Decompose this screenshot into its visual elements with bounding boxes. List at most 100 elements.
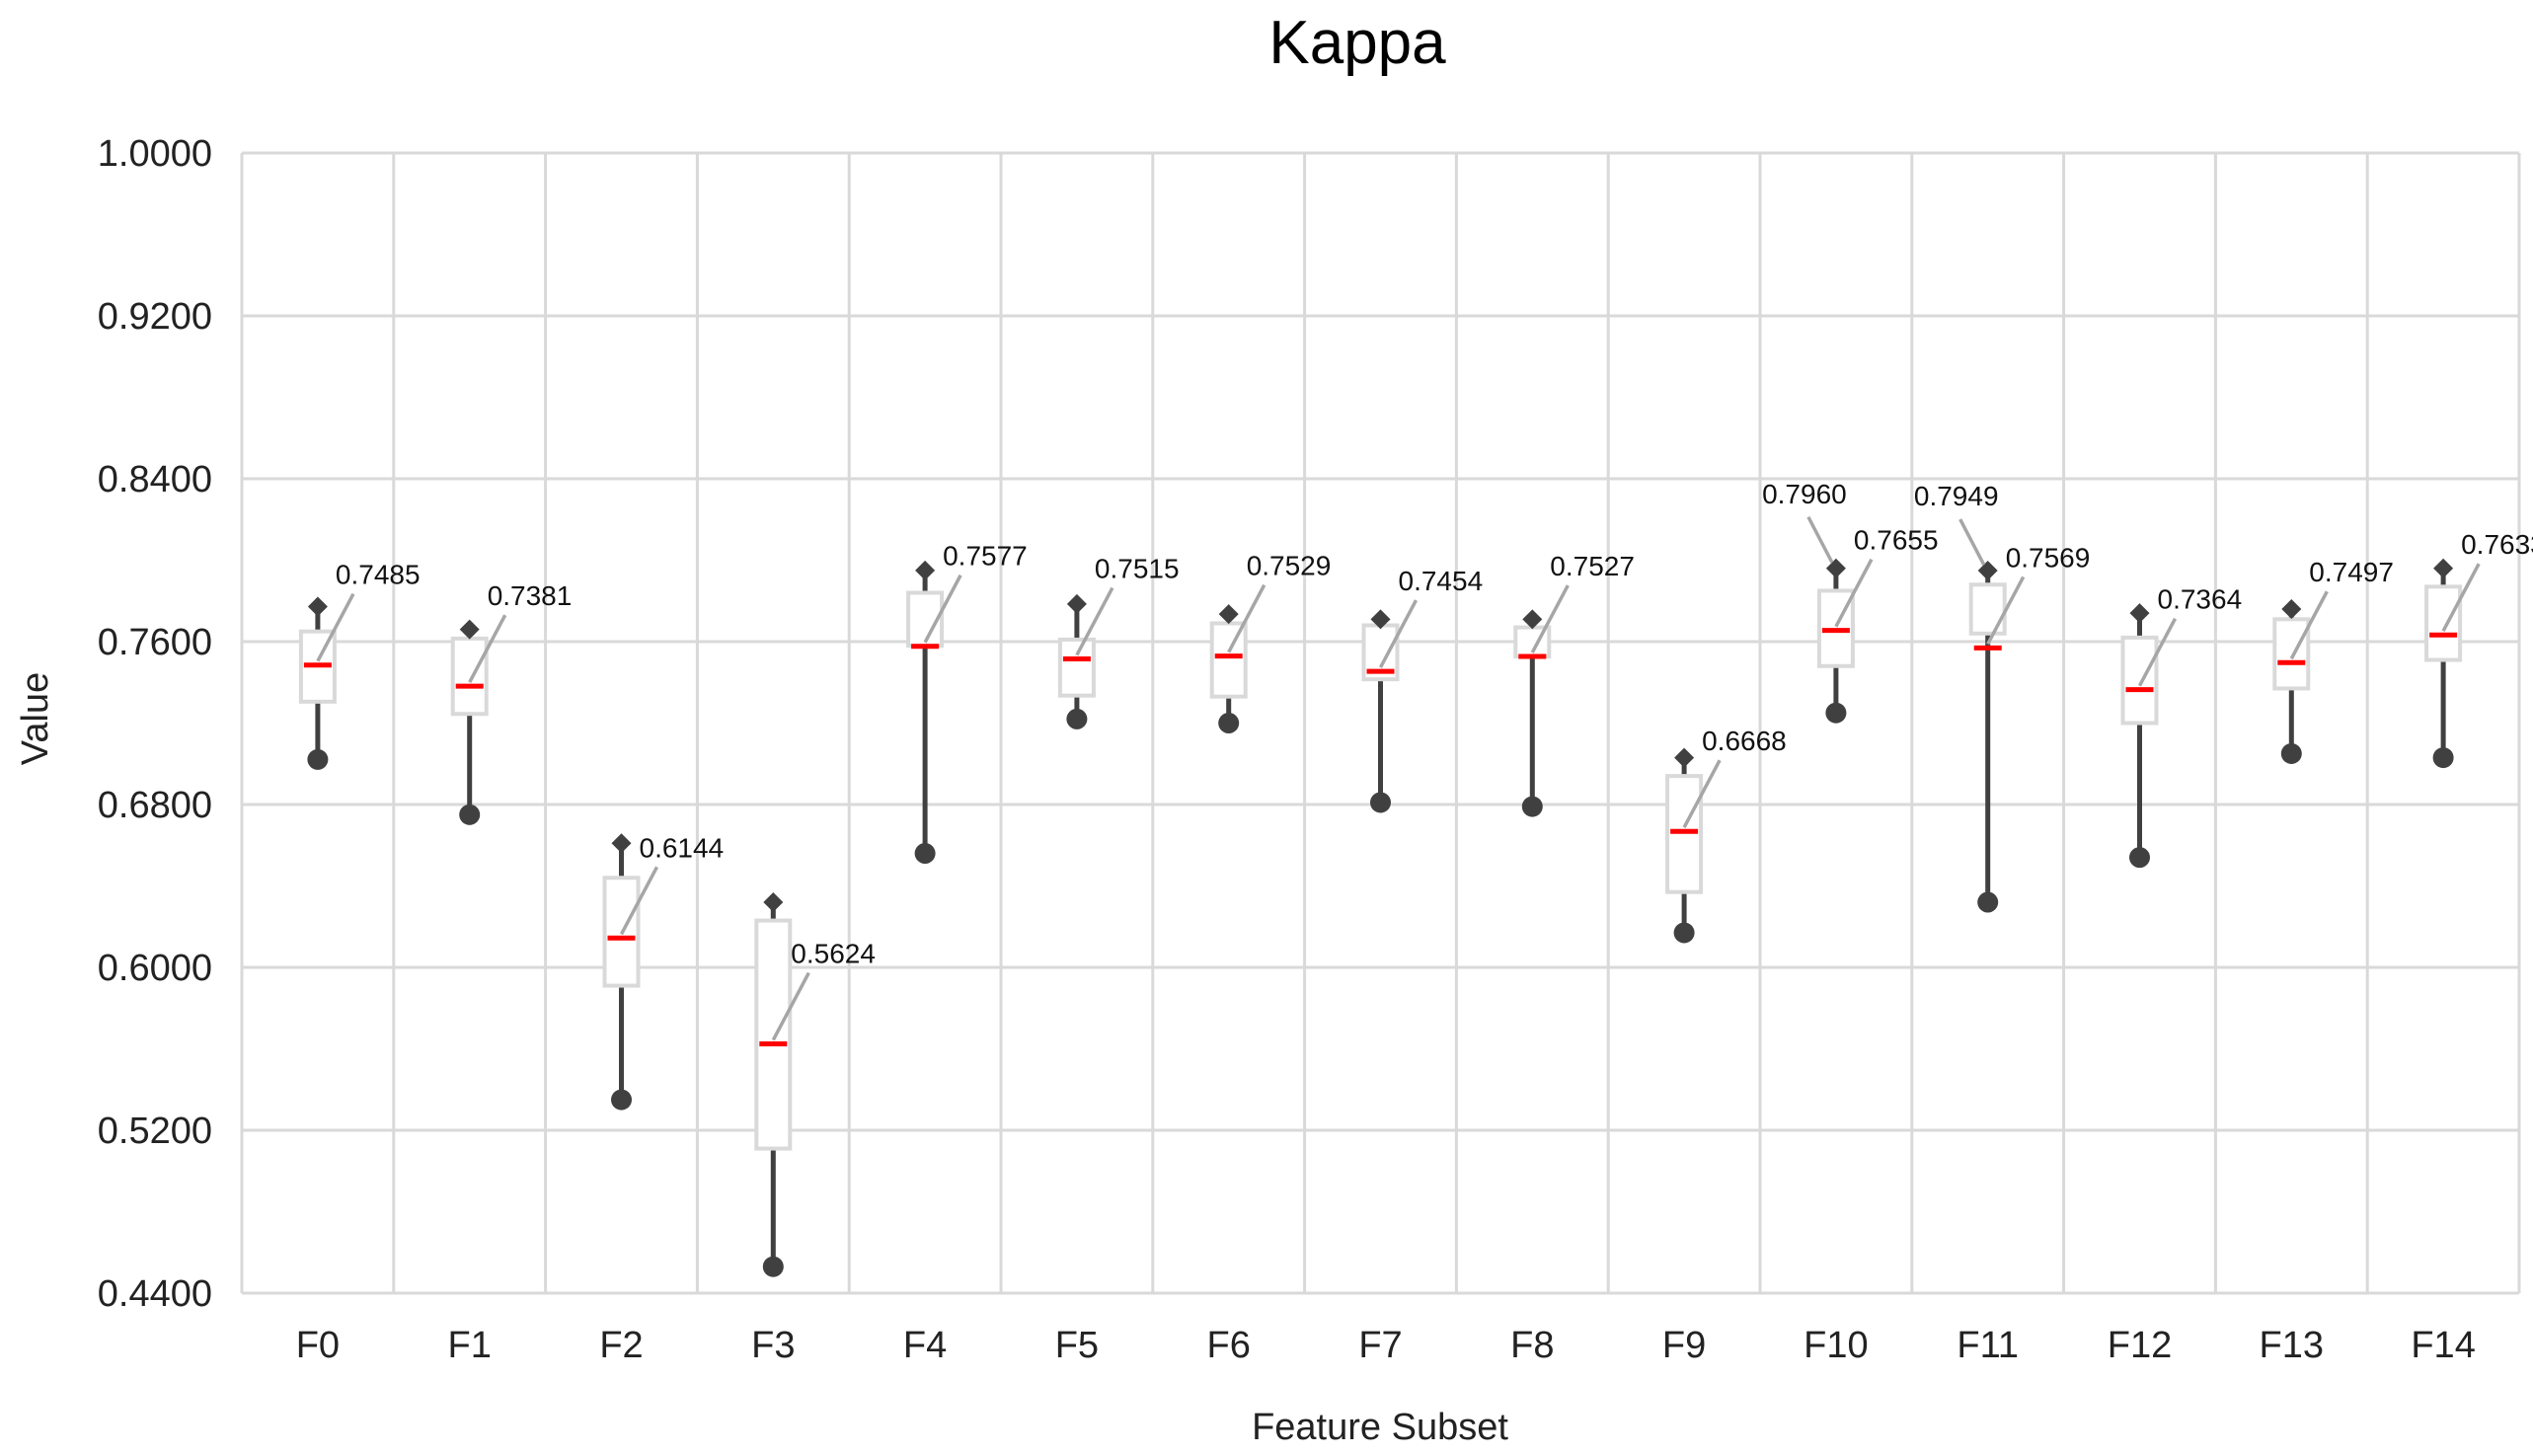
max-marker	[763, 892, 784, 912]
x-tick-label: F3	[751, 1325, 795, 1366]
box-plot-f13	[2272, 599, 2311, 764]
median-leader-line	[2289, 590, 2329, 660]
max-marker	[2433, 558, 2454, 578]
y-tick-label: 0.9200	[98, 296, 212, 338]
min-marker	[1521, 796, 1543, 817]
x-tick-label: F4	[903, 1325, 947, 1366]
x-tick-label: F7	[1358, 1325, 1402, 1366]
max-marker	[915, 560, 936, 580]
x-tick-label: F9	[1662, 1325, 1706, 1366]
y-tick-label: 0.8400	[98, 459, 212, 500]
median-value-label: 0.7655	[1854, 525, 1939, 556]
data-labels: 0.7485 0.7381 0.6144 0.5624 0.7577 0.7515 0.75…	[316, 479, 2533, 1041]
min-marker	[2280, 742, 2302, 764]
box-plot-f9	[1665, 747, 1704, 944]
max-marker	[307, 596, 328, 617]
min-marker	[611, 1089, 632, 1111]
max-marker	[611, 833, 632, 854]
median-value-label: 0.7454	[1399, 566, 1484, 596]
box-plot-f5	[1057, 593, 1096, 729]
max-marker	[1218, 604, 1239, 625]
min-marker	[2129, 847, 2150, 869]
x-tick-label: F10	[1804, 1325, 1868, 1366]
min-marker	[2432, 747, 2454, 769]
box-plot-f10	[1816, 558, 1855, 724]
median-value-label: 0.5624	[791, 939, 876, 969]
min-marker	[762, 1256, 784, 1277]
min-marker	[1673, 922, 1695, 944]
median-leader-line	[1530, 584, 1570, 653]
y-axis-label: Value	[15, 672, 56, 765]
median-value-label: 0.7364	[2158, 584, 2243, 615]
y-tick-label: 0.5200	[98, 1111, 212, 1152]
max-marker	[1370, 609, 1391, 630]
median-leader-line	[468, 614, 507, 683]
box-plot-f2	[602, 833, 641, 1111]
min-marker	[1825, 702, 1847, 724]
max-marker	[459, 619, 480, 640]
median-value-label: 0.7515	[1095, 554, 1180, 584]
max-marker	[1066, 593, 1087, 614]
x-tick-label: F2	[599, 1325, 643, 1366]
median-leader-line	[2441, 563, 2481, 633]
median-value-label: 0.7527	[1550, 551, 1635, 581]
x-tick-label: F11	[1957, 1325, 2019, 1366]
iqr-box	[2120, 635, 2159, 726]
max-marker	[1977, 561, 1998, 581]
median-value-label: 0.7485	[336, 560, 421, 590]
max-value-label: 0.7949	[1914, 481, 1999, 511]
iqr-box	[1057, 637, 1096, 698]
median-value-label: 0.6668	[1702, 726, 1787, 756]
min-marker	[914, 843, 936, 864]
min-marker	[459, 804, 481, 825]
iqr-box	[2272, 617, 2311, 691]
x-tick-label: F6	[1207, 1325, 1251, 1366]
iqr-box	[450, 636, 489, 717]
iqr-box	[1968, 582, 2007, 636]
median-leader-line	[316, 592, 355, 662]
x-tick-label: F5	[1055, 1325, 1099, 1366]
y-tick-label: 0.4400	[98, 1273, 212, 1315]
y-tick-label: 1.0000	[98, 133, 212, 175]
min-marker	[1218, 713, 1240, 733]
median-leader-line	[1378, 599, 1419, 668]
min-marker	[307, 748, 329, 770]
box-plot-f12	[2120, 603, 2159, 869]
x-tick-label: F12	[2108, 1325, 2172, 1366]
iqr-box	[1209, 621, 1248, 699]
median-value-label: 0.7529	[1247, 551, 1332, 581]
x-tick-label: F0	[296, 1325, 340, 1366]
iqr-box	[2424, 584, 2463, 662]
y-tick-label: 0.7600	[98, 622, 212, 663]
y-tick-labels: 1.0000 0.9200 0.8400 0.7600 0.6800 0.6000 0.52…	[98, 133, 212, 1315]
x-tick-label: F14	[2411, 1325, 2475, 1366]
max-leader-line	[1806, 515, 1834, 564]
median-leader-line	[1986, 575, 2026, 646]
min-marker	[1977, 891, 1999, 913]
median-leader-line	[619, 866, 659, 936]
x-tick-label: F13	[2260, 1325, 2324, 1366]
box-plot-f7	[1361, 609, 1400, 813]
median-value-label: 0.7633	[2461, 529, 2533, 560]
x-tick-labels: F0 F1 F2 F3 F4 F5 F6 F7 F8 F9 F10 F11 F12 F13 F14	[296, 1325, 2476, 1366]
median-leader-line	[771, 971, 810, 1041]
median-leader-line	[1834, 558, 1874, 628]
max-marker	[1674, 747, 1695, 768]
box-plot-f4	[906, 560, 945, 864]
iqr-box	[1665, 774, 1704, 894]
median-value-label: 0.7381	[488, 580, 573, 611]
x-axis-label: Feature Subset	[1252, 1407, 1508, 1448]
median-leader-line	[2137, 617, 2178, 687]
box-plot-f6	[1209, 604, 1248, 733]
median-leader-line	[1075, 586, 1114, 656]
median-leader-line	[923, 574, 962, 644]
min-marker	[1066, 708, 1088, 729]
median-value-label: 0.7497	[2309, 557, 2394, 587]
box-plot-f3	[754, 892, 793, 1277]
median-leader-line	[1682, 759, 1722, 829]
median-leader-line	[1227, 583, 1266, 653]
chart-title: Kappa	[1268, 9, 1446, 77]
box-plot-f8	[1513, 609, 1552, 817]
